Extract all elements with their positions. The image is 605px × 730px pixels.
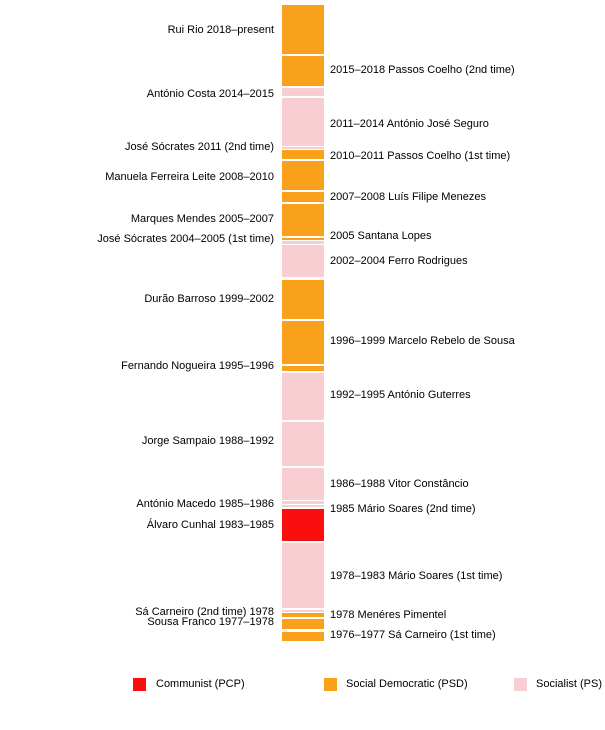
timeline-segment-ps (282, 98, 324, 146)
segment-label: 2015–2018 Passos Coelho (2nd time) (330, 64, 515, 76)
segment-label: 1985 Mário Soares (2nd time) (330, 503, 476, 515)
legend-swatch-pcp (133, 678, 146, 691)
segment-label: 1976–1977 Sá Carneiro (1st time) (330, 629, 496, 641)
timeline-segment-pcp (282, 509, 324, 541)
legend-swatch-psd (324, 678, 337, 691)
segment-label: 2005 Santana Lopes (330, 230, 432, 242)
timeline-segment-ps (282, 504, 324, 507)
timeline-segment-psd (282, 192, 324, 202)
legend-label-pcp: Communist (PCP) (156, 678, 245, 690)
timeline-segment-psd (282, 204, 324, 236)
segment-label: Sá Carneiro (2nd time) 1978 (135, 606, 274, 618)
timeline-segment-ps (282, 241, 324, 244)
timeline-segment-psd (282, 56, 324, 86)
timeline-segment-psd (282, 149, 324, 159)
segment-label: Fernando Nogueira 1995–1996 (121, 360, 274, 372)
timeline-segment-psd (282, 320, 324, 364)
segment-label: 2002–2004 Ferro Rodrigues (330, 255, 468, 267)
segment-label: 2010–2011 Passos Coelho (1st time) (330, 150, 511, 162)
segment-label: 2007–2008 Luís Filipe Menezes (330, 191, 486, 203)
segment-label: 1992–1995 António Guterres (330, 389, 471, 401)
timeline-segment-ps (282, 543, 324, 608)
timeline-segment-ps (282, 147, 324, 149)
timeline-segment-psd (282, 366, 324, 371)
timeline-segment-psd (282, 279, 324, 319)
segment-label: António Macedo 1985–1986 (136, 498, 274, 510)
legend-label-ps: Socialist (PS) (536, 678, 603, 690)
segment-label: Jorge Sampaio 1988–1992 (141, 435, 274, 447)
timeline-segment-psd (282, 161, 324, 190)
segment-label: 1986–1988 Vitor Constâncio (330, 478, 469, 490)
legend-label-psd: Social Democratic (PSD) (346, 678, 468, 690)
segment-label: Rui Rio 2018–present (167, 24, 274, 36)
timeline-segment-psd (282, 619, 324, 629)
segment-label: José Sócrates 2011 (2nd time) (125, 141, 274, 153)
segment-label: Sousa Franco 1977–1978 (147, 616, 274, 628)
timeline-segment-ps (282, 372, 324, 420)
timeline-segment-psd (282, 631, 324, 641)
segment-label: 1978–1983 Mário Soares (1st time) (330, 570, 503, 582)
timeline-segment-psd (282, 238, 324, 240)
timeline-segment-ps (282, 467, 324, 500)
timeline-segment-psd (282, 5, 324, 54)
segment-label: 2011–2014 António José Seguro (330, 118, 489, 130)
timeline-segment-ps (282, 87, 324, 96)
segment-label: José Sócrates 2004–2005 (1st time) (97, 233, 274, 245)
timeline-segment-ps (282, 501, 324, 504)
timeline-segment-ps (282, 245, 324, 277)
timeline-segment-ps (282, 609, 324, 612)
segment-label: António Costa 2014–2015 (146, 88, 274, 100)
segment-label: Manuela Ferreira Leite 2008–2010 (105, 171, 274, 183)
timeline-segment-ps (282, 422, 324, 466)
segment-label: 1978 Menéres Pimentel (330, 609, 447, 621)
segment-label: 1996–1999 Marcelo Rebelo de Sousa (330, 335, 515, 347)
legend-swatch-ps (514, 678, 527, 691)
timeline-segment-psd (282, 613, 324, 617)
segment-label: Durão Barroso 1999–2002 (144, 293, 274, 305)
segment-label: Álvaro Cunhal 1983–1985 (146, 519, 274, 531)
segment-label: Marques Mendes 2005–2007 (130, 213, 274, 225)
